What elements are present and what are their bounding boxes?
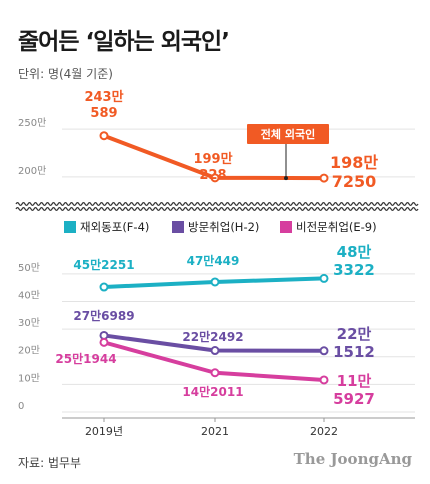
y-tick-label: 20만 bbox=[18, 345, 40, 357]
data-point bbox=[210, 346, 220, 356]
data-label: 589 bbox=[90, 106, 117, 121]
callout-leader-dot bbox=[284, 176, 288, 181]
axis-break-wave bbox=[15, 201, 419, 212]
data-point bbox=[99, 131, 109, 141]
series-callout-box bbox=[247, 124, 329, 144]
y-tick-label: 30만 bbox=[18, 317, 40, 329]
legend-swatch-h2 bbox=[172, 221, 184, 233]
x-tick-label: 2022 bbox=[310, 425, 338, 438]
unit-label: 단위: 명(4월 기준) bbox=[18, 67, 113, 81]
data-label: 1512 bbox=[333, 343, 375, 361]
data-label: 22만 bbox=[337, 325, 372, 343]
y-tick-label: 50만 bbox=[18, 262, 40, 274]
data-label: 25만1944 bbox=[55, 351, 116, 366]
data-label: 3322 bbox=[333, 261, 375, 279]
y-tick-label: 10만 bbox=[18, 372, 40, 384]
source-label: 자료: 법무부 bbox=[18, 456, 82, 470]
brand-logo: The JoongAng bbox=[293, 450, 412, 468]
data-label: 243만 bbox=[84, 89, 123, 105]
data-label: 198만 bbox=[330, 153, 378, 172]
data-point bbox=[99, 282, 109, 292]
data-point bbox=[319, 346, 329, 356]
data-label: 22만2492 bbox=[182, 329, 243, 344]
data-label: 47만449 bbox=[187, 253, 240, 268]
data-label: 14만2011 bbox=[182, 384, 243, 399]
x-axis: 2019년 2021 2022 bbox=[62, 417, 415, 438]
y-tick-label: 40만 bbox=[18, 289, 40, 301]
data-point bbox=[319, 375, 329, 385]
data-label: 27만6989 bbox=[73, 308, 134, 323]
bottom-panel-grid: 0 10만 20만 30만 40만 50만 bbox=[18, 262, 415, 413]
data-point bbox=[210, 368, 220, 378]
x-tick-label: 2021 bbox=[201, 425, 229, 438]
y-tick-label: 0 bbox=[18, 401, 24, 412]
y-tick-label: 250만 bbox=[18, 117, 46, 129]
legend-label-e9: 비전문취업(E-9) bbox=[296, 220, 377, 234]
data-label: 7250 bbox=[332, 172, 377, 191]
legend-label-f4: 재외동포(F-4) bbox=[80, 220, 149, 234]
data-label: 228 bbox=[199, 168, 226, 183]
series-callout-label: 전체 외국인 bbox=[261, 127, 315, 141]
data-label: 199만 bbox=[193, 151, 232, 167]
y-tick-label: 200만 bbox=[18, 165, 46, 177]
legend-swatch-e9 bbox=[280, 221, 292, 233]
data-label: 48만 bbox=[337, 243, 372, 261]
data-point bbox=[210, 173, 220, 183]
chart-title: 줄어든 ‘일하는 외국인’ bbox=[18, 29, 230, 55]
data-label: 11만 bbox=[337, 372, 372, 390]
data-label: 45만2251 bbox=[73, 257, 134, 272]
data-point bbox=[319, 273, 329, 283]
data-point bbox=[99, 337, 109, 347]
legend-swatch-f4 bbox=[64, 221, 76, 233]
legend-label-h2: 방문취업(H-2) bbox=[188, 220, 259, 234]
data-point bbox=[319, 173, 329, 183]
data-label: 5927 bbox=[333, 390, 375, 408]
legend: 재외동포(F-4) 방문취업(H-2) 비전문취업(E-9) bbox=[64, 220, 377, 234]
data-point bbox=[210, 277, 220, 287]
x-tick-label: 2019년 bbox=[85, 425, 123, 438]
